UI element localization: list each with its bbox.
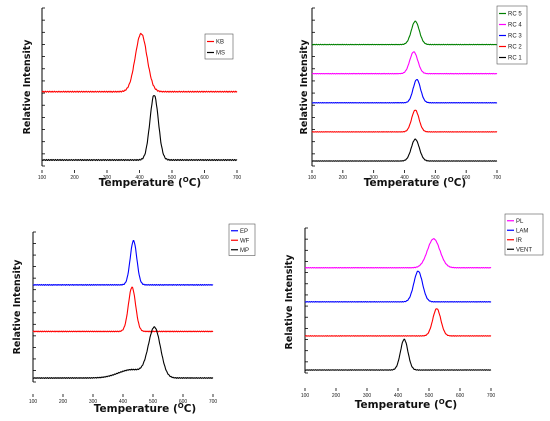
series-line-ir bbox=[304, 308, 492, 337]
series-line-lam bbox=[304, 270, 492, 303]
chart-panel-2: 100 200 300 400 500 600 700 Relative Intensity T… bbox=[299, 5, 528, 189]
x-tick-label: 700 bbox=[233, 175, 242, 181]
series-line-wf bbox=[32, 286, 214, 333]
legend-label-ep: EP bbox=[240, 229, 248, 235]
chart-panel-4: 100 200 300 400 500 600 700 Relative Intensity T… bbox=[284, 213, 544, 411]
legend-label-rc-2: RC 2 bbox=[508, 45, 522, 51]
legend-label-mp: MP bbox=[240, 248, 249, 254]
chart-panel-1: 100 200 300 400 500 600 700 Relative Intensity T… bbox=[22, 7, 242, 189]
legend-label-rc-3: RC 3 bbox=[508, 34, 522, 40]
x-axis-label: Temperature (OC) bbox=[355, 398, 457, 411]
legend-label-lam: LAM bbox=[516, 228, 528, 234]
x-tick-label: 300 bbox=[369, 175, 378, 181]
series-line-rc-4 bbox=[311, 51, 498, 75]
legend: PL LAM IR VENT bbox=[504, 213, 544, 256]
x-tick-label: 200 bbox=[332, 393, 341, 399]
x-axis-label: Temperature (OC) bbox=[94, 402, 196, 415]
series-line-rc-3 bbox=[311, 78, 498, 104]
legend-label-rc-5: RC 5 bbox=[508, 12, 522, 18]
x-tick-label: 700 bbox=[209, 399, 218, 405]
x-tick-label: 400 bbox=[394, 393, 403, 399]
chart-panel-3: 100 200 300 400 500 600 700 Relative Intensity T… bbox=[12, 223, 256, 415]
x-tick-label: 500 bbox=[425, 393, 434, 399]
series-line-ms bbox=[41, 95, 238, 162]
legend-label-wf: WF bbox=[240, 238, 250, 244]
x-tick-label: 700 bbox=[493, 175, 502, 181]
legend: RC 5 RC 4 RC 3 RC 2 RC 1 bbox=[496, 5, 528, 65]
legend-box bbox=[204, 33, 234, 60]
y-axis-label: Relative Intensity bbox=[12, 259, 23, 355]
x-tick-label: 100 bbox=[301, 393, 310, 399]
series-line-pl bbox=[304, 238, 492, 269]
y-axis-label: Relative Intensity bbox=[284, 254, 295, 350]
legend-label-ir: IR bbox=[516, 238, 523, 244]
legend-label-vent: VENT bbox=[516, 247, 532, 253]
x-tick-label: 400 bbox=[400, 175, 409, 181]
x-tick-label: 300 bbox=[103, 175, 112, 181]
legend: KB MS bbox=[204, 33, 234, 60]
x-tick-label: 600 bbox=[456, 393, 465, 399]
series-line-vent bbox=[304, 338, 492, 371]
x-tick-label: 700 bbox=[487, 393, 496, 399]
x-tick-label: 300 bbox=[363, 393, 372, 399]
x-tick-label: 600 bbox=[200, 175, 209, 181]
x-tick-label: 100 bbox=[29, 399, 38, 405]
series-line-rc-5 bbox=[311, 20, 498, 46]
x-tick-label: 200 bbox=[339, 175, 348, 181]
legend-label-pl: PL bbox=[516, 219, 524, 225]
y-axis-label: Relative Intensity bbox=[22, 39, 33, 135]
x-tick-label: 300 bbox=[89, 399, 98, 405]
legend: EP WF MP bbox=[228, 223, 256, 256]
series-line-rc-2 bbox=[311, 109, 498, 133]
legend-label-kb: KB bbox=[216, 40, 224, 46]
series-line-mp bbox=[32, 326, 214, 379]
x-tick-label: 600 bbox=[462, 175, 471, 181]
x-axis-label: Temperature (OC) bbox=[364, 176, 466, 189]
x-tick-label: 200 bbox=[70, 175, 79, 181]
y-axis-label: Relative Intensity bbox=[299, 39, 310, 135]
x-tick-label: 500 bbox=[431, 175, 440, 181]
series-line-ep bbox=[32, 240, 214, 286]
x-tick-label: 500 bbox=[168, 175, 177, 181]
legend-label-rc-1: RC 1 bbox=[508, 56, 522, 62]
x-tick-label: 100 bbox=[308, 175, 317, 181]
series-line-rc-1 bbox=[311, 138, 498, 162]
x-tick-label: 500 bbox=[149, 399, 158, 405]
x-tick-label: 400 bbox=[135, 175, 144, 181]
x-tick-label: 200 bbox=[59, 399, 68, 405]
x-tick-label: 400 bbox=[119, 399, 128, 405]
legend-label-ms: MS bbox=[216, 51, 225, 57]
x-tick-label: 100 bbox=[38, 175, 47, 181]
series-line-kb bbox=[41, 32, 238, 93]
legend-label-rc-4: RC 4 bbox=[508, 23, 522, 29]
x-axis-label: Temperature (OC) bbox=[99, 176, 201, 189]
x-tick-label: 600 bbox=[179, 399, 188, 405]
